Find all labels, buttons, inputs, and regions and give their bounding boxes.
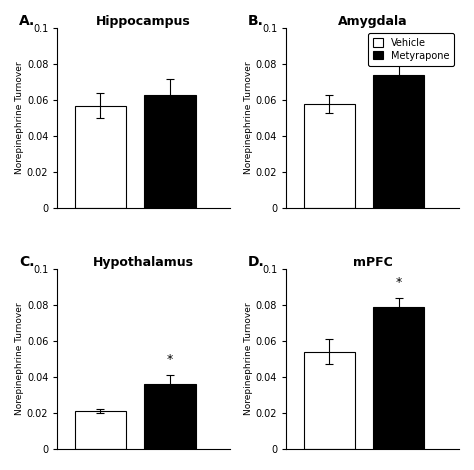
Bar [144,95,195,208]
Text: *: * [395,276,401,289]
Text: B.: B. [248,14,264,28]
Text: A.: A. [19,14,36,28]
Y-axis label: Norepinephrine Turnover: Norepinephrine Turnover [244,62,253,174]
Title: mPFC: mPFC [353,256,392,269]
Text: *: * [166,353,173,366]
Bar [373,307,424,449]
Text: C.: C. [19,255,35,268]
Bar [74,106,127,208]
Y-axis label: Norepinephrine Turnover: Norepinephrine Turnover [244,303,253,415]
Bar [144,384,195,449]
Title: Amygdala: Amygdala [338,15,408,28]
Bar [74,411,127,449]
Legend: Vehicle, Metyrapone: Vehicle, Metyrapone [368,33,454,66]
Bar [373,75,424,208]
Y-axis label: Norepinephrine Turnover: Norepinephrine Turnover [15,62,24,174]
Bar [303,352,356,449]
Bar [303,104,356,208]
Title: Hypothalamus: Hypothalamus [93,256,194,269]
Y-axis label: Norepinephrine Turnover: Norepinephrine Turnover [15,303,24,415]
Title: Hippocampus: Hippocampus [96,15,191,28]
Text: D.: D. [248,255,265,268]
